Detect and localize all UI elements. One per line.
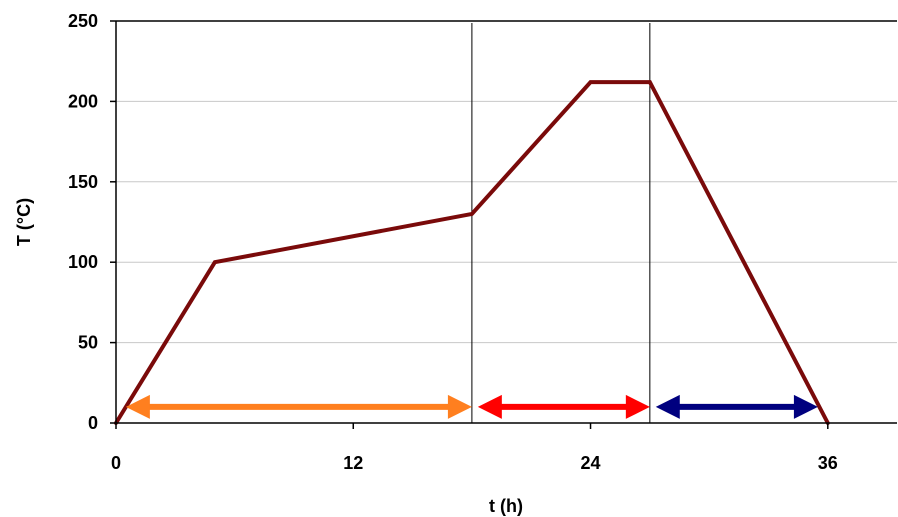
x-tick-label-36: 36: [818, 453, 838, 473]
arrow-orange-head-right: [447, 394, 472, 419]
y-tick-label-200: 200: [68, 91, 98, 111]
y-tick-label-0: 0: [88, 413, 98, 433]
arrow-orange: [125, 394, 472, 419]
y-tick-label-50: 50: [78, 333, 98, 353]
arrow-navy: [655, 394, 818, 419]
arrow-orange-head-left: [125, 394, 150, 419]
ticks: 0 50 100 150 200 250 0 12 24 36: [68, 11, 838, 473]
y-tick-label-150: 150: [68, 172, 98, 192]
arrow-navy-head-left: [655, 394, 680, 419]
arrow-red-head-left: [477, 394, 502, 419]
arrows: [125, 394, 818, 419]
x-axis-label: t (h): [489, 496, 523, 516]
grid: [116, 20, 897, 344]
y-tick-label-100: 100: [68, 252, 98, 272]
arrow-red-head-right: [625, 394, 650, 419]
x-tick-label-12: 12: [343, 453, 363, 473]
y-tick-label-250: 250: [68, 11, 98, 31]
arrow-navy-head-right: [793, 394, 818, 419]
series-layer: [114, 80, 830, 425]
vertical-markers: [471, 23, 651, 423]
x-tick-label-0: 0: [111, 453, 121, 473]
y-axis-label: T (°C): [14, 198, 34, 246]
axes: [115, 20, 897, 424]
series-line-0: [114, 80, 830, 425]
arrow-red: [477, 394, 650, 419]
x-tick-label-24: 24: [581, 453, 601, 473]
